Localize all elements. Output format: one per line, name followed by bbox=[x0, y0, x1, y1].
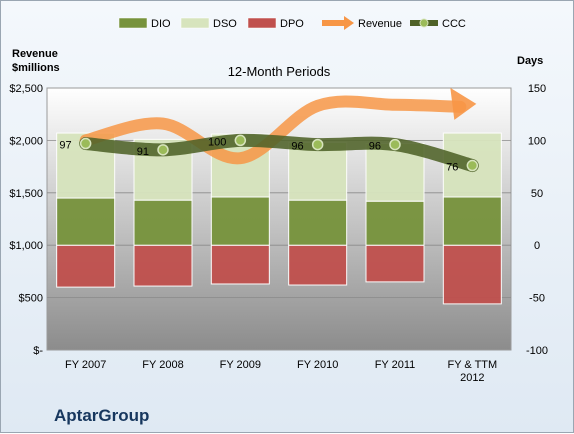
legend: DIO DSO DPO Revenue CCC bbox=[118, 16, 466, 30]
left-tick-label: $1,500 bbox=[9, 188, 43, 200]
legend-arrowhead bbox=[344, 16, 354, 30]
right-tick-label: 50 bbox=[531, 188, 543, 200]
ccc-series: 97 91 100 96 96 76 bbox=[59, 133, 479, 174]
dio-bar bbox=[210, 196, 270, 246]
ccc-line bbox=[79, 133, 479, 173]
legend-label: DIO bbox=[151, 18, 171, 30]
ccc-point bbox=[157, 144, 169, 156]
category-label: FY 2009 bbox=[220, 359, 261, 371]
ccc-point bbox=[79, 137, 92, 150]
dio-bar bbox=[365, 200, 425, 246]
right-tick-label: -50 bbox=[529, 293, 545, 305]
left-tick-label: $2,500 bbox=[9, 83, 43, 95]
legend-label: Revenue bbox=[358, 18, 402, 30]
dpo-bar bbox=[365, 244, 425, 283]
legend-label: DSO bbox=[213, 18, 237, 30]
ccc-data-label: 76 bbox=[446, 162, 458, 174]
left-tick-label: $- bbox=[33, 345, 43, 357]
right-axis-title: Days bbox=[517, 55, 543, 67]
ccc-point bbox=[311, 138, 324, 151]
category-label: 2012 bbox=[460, 372, 484, 384]
dso-bar bbox=[288, 141, 348, 201]
category-label: FY 2008 bbox=[142, 359, 183, 371]
left-tick-label: $2,000 bbox=[9, 135, 43, 147]
left-axis-title: Revenue $millions bbox=[12, 48, 60, 74]
category-label: FY 2011 bbox=[375, 359, 416, 371]
legend-swatch bbox=[247, 17, 277, 29]
legend-label: CCC bbox=[442, 18, 466, 30]
right-tick-label: 100 bbox=[528, 135, 546, 147]
dio-bar bbox=[133, 199, 193, 246]
revenue-arrowhead bbox=[450, 87, 477, 120]
dpo-bar bbox=[442, 244, 502, 305]
ccc-point bbox=[234, 134, 247, 147]
right-tick-label: 0 bbox=[534, 240, 540, 252]
chart-title: 12-Month Periods bbox=[228, 64, 331, 79]
category-label: FY 2007 bbox=[65, 359, 106, 371]
ccc-data-label: 96 bbox=[291, 141, 303, 153]
dpo-bar bbox=[133, 244, 193, 287]
legend-swatch bbox=[118, 17, 148, 29]
ccc-point bbox=[466, 159, 479, 172]
ccc-point bbox=[389, 138, 401, 151]
ccc-data-label: 91 bbox=[137, 146, 149, 158]
dio-bar bbox=[442, 196, 502, 246]
company-name: AptarGroup bbox=[54, 406, 150, 425]
right-tick-label: -100 bbox=[526, 345, 548, 357]
left-axis-title-line: Revenue bbox=[12, 48, 58, 60]
dio-bar bbox=[288, 199, 348, 246]
dpo-bar bbox=[288, 244, 348, 286]
legend-swatch bbox=[180, 17, 210, 29]
axes: $- $500 $1,000 $1,500 $2,000 $2,500 -100 -50 0 50… bbox=[9, 83, 548, 384]
ccc-data-label: 97 bbox=[59, 140, 71, 152]
ccc-data-label: 96 bbox=[369, 141, 381, 153]
dpo-bar bbox=[210, 244, 270, 285]
left-tick-label: $500 bbox=[19, 293, 43, 305]
dio-bar bbox=[56, 197, 116, 246]
left-axis-title-line: $millions bbox=[12, 62, 60, 74]
ccc-data-label: 100 bbox=[208, 136, 226, 148]
right-tick-label: 150 bbox=[528, 83, 546, 95]
category-label: FY & TTM bbox=[447, 359, 497, 371]
left-tick-label: $1,000 bbox=[9, 240, 43, 252]
legend-marker bbox=[419, 18, 429, 28]
category-label: FY 2010 bbox=[297, 359, 338, 371]
legend-label: DPO bbox=[280, 18, 304, 30]
dpo-bar bbox=[56, 244, 116, 288]
